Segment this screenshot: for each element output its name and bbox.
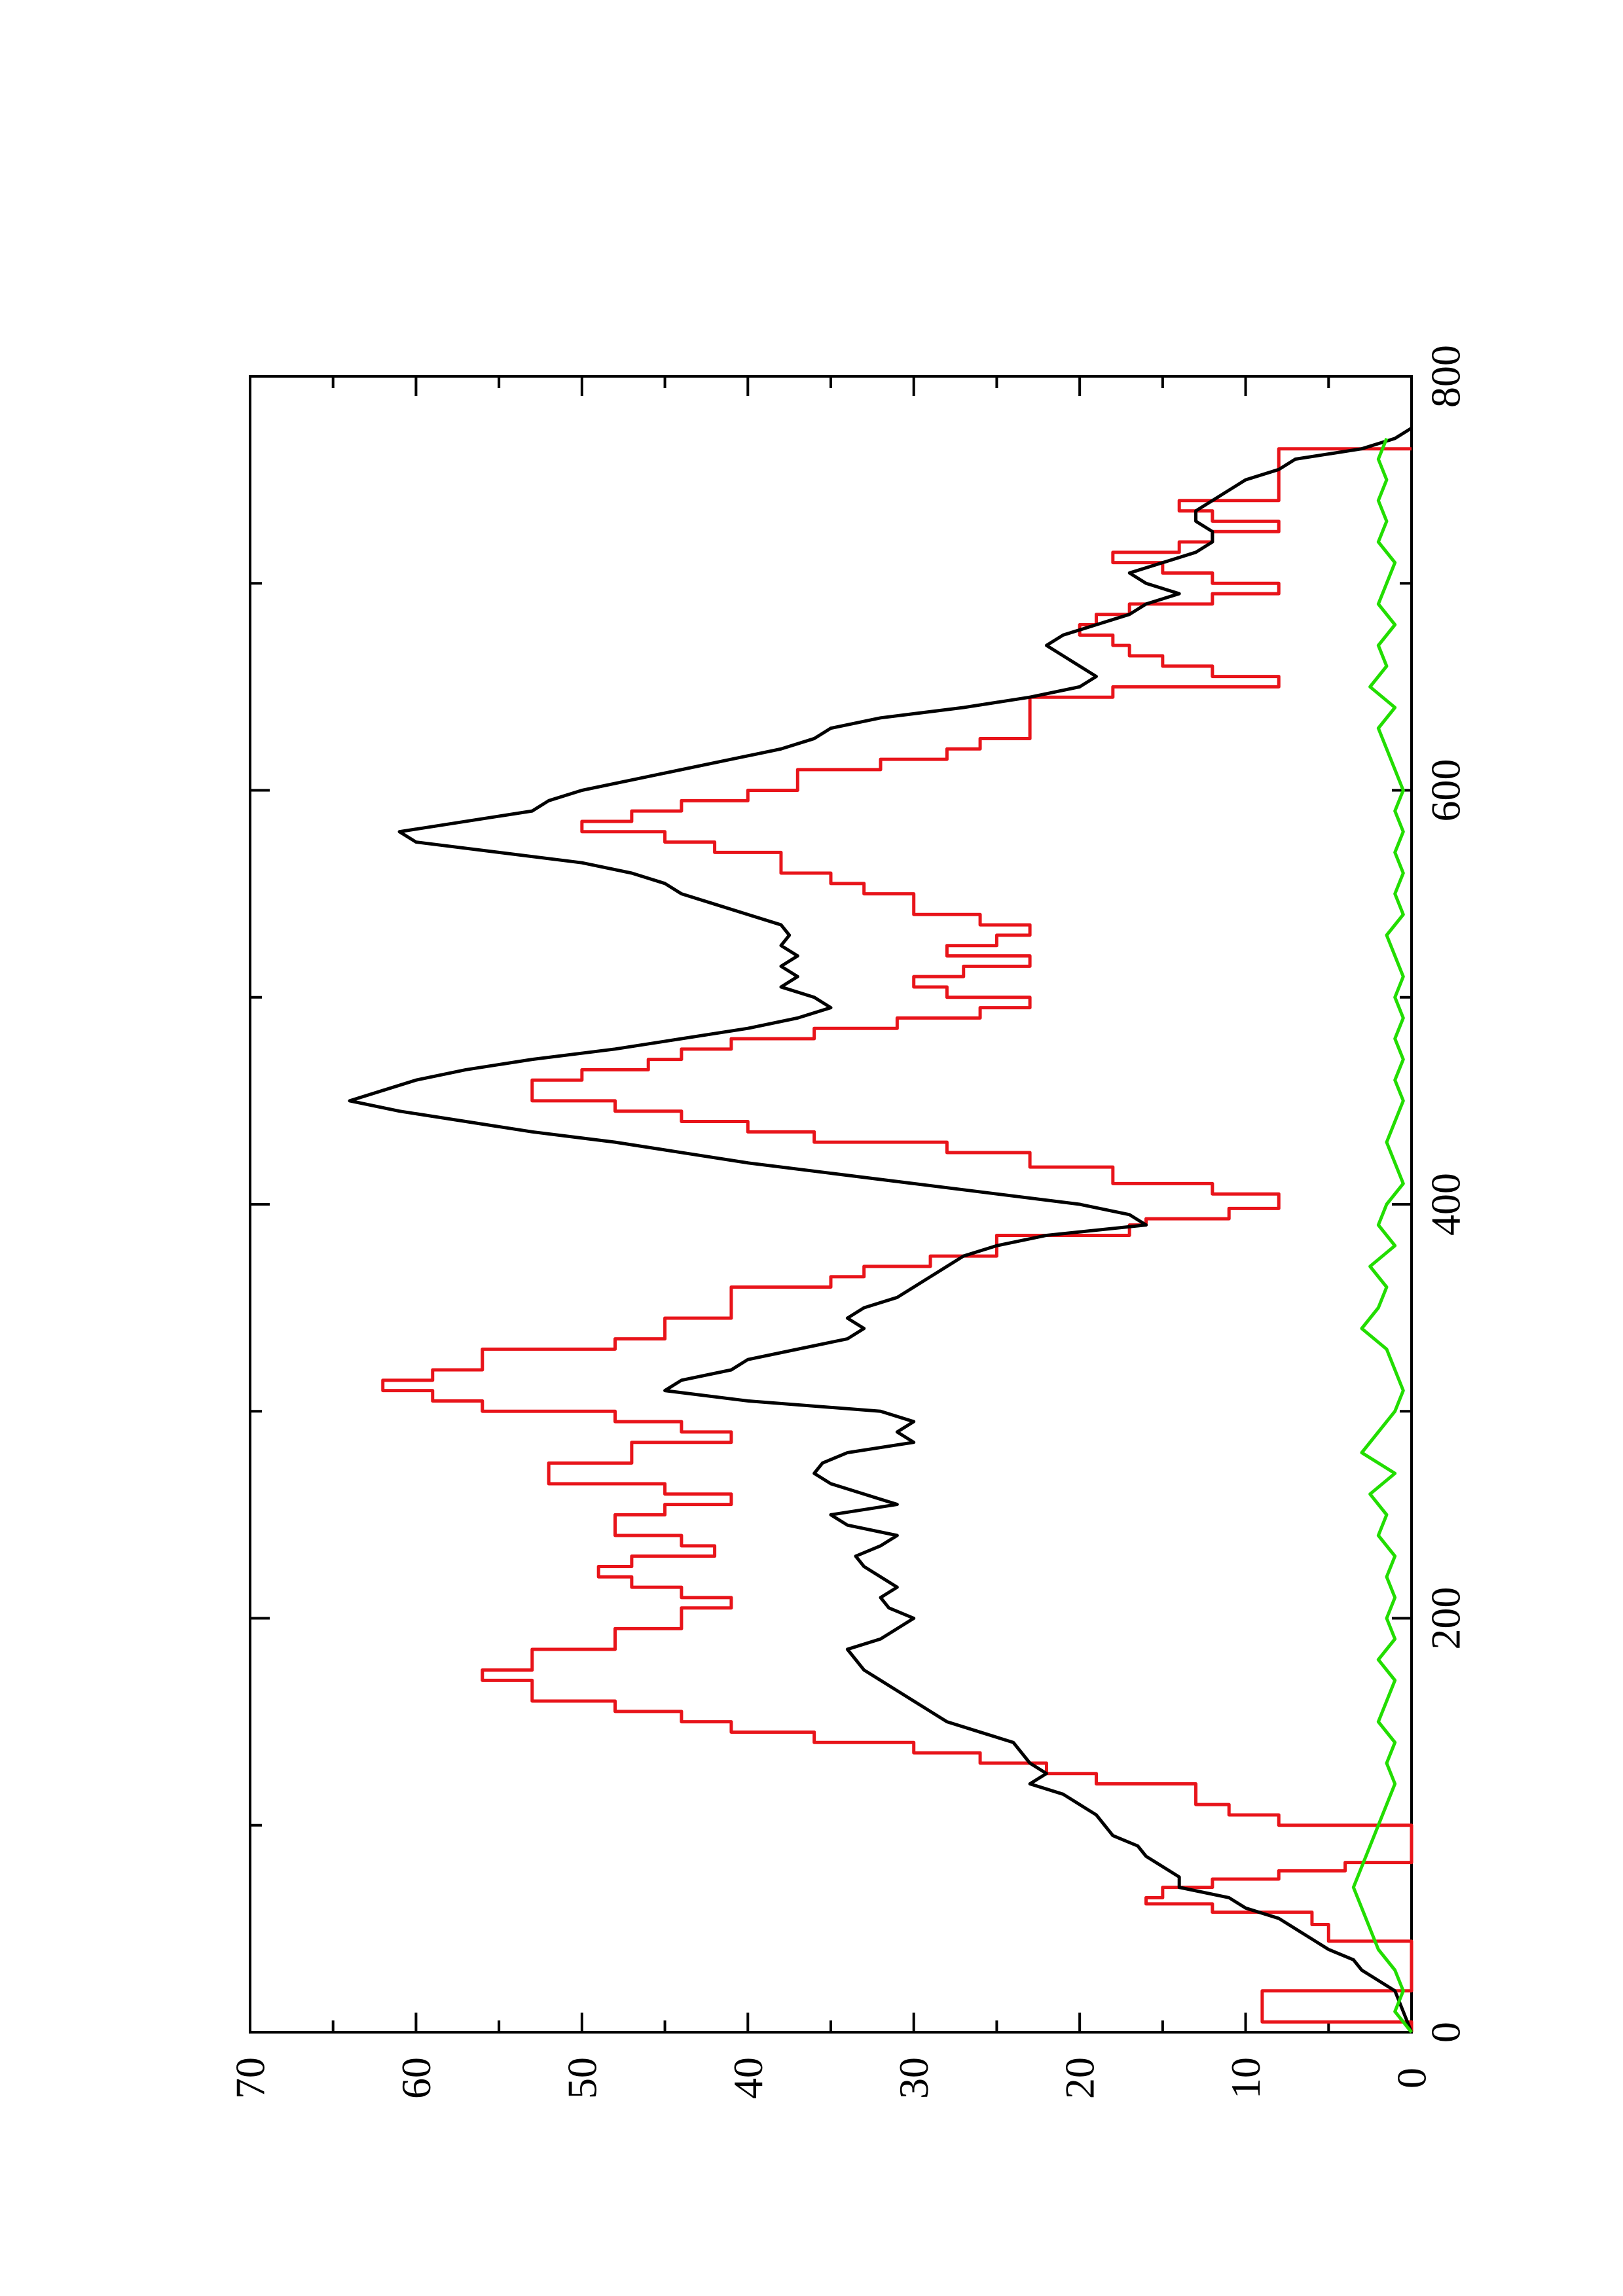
x-tick-label: 600 [1423,759,1469,822]
y-tick-label: 20 [1057,2057,1103,2099]
x-tick-label: 400 [1423,1173,1469,1236]
y-tick-label: 60 [393,2057,439,2099]
y-tick-label: 30 [890,2057,937,2099]
chart-series [348,426,1413,2034]
series-line-1 [381,447,1413,2032]
plot-frame [249,375,1413,2034]
series-line-3 [1351,437,1413,2034]
x-tick-label: 200 [1423,1587,1469,1650]
y-tick-label: 10 [1222,2057,1269,2099]
y-tick-label: 50 [558,2057,605,2099]
y-tick-label: 40 [725,2057,771,2099]
axis-ticks [249,375,1413,2034]
axis-tick-labels: 0 200 400 600 800 0 10 20 30 40 50 60 70 [227,345,1469,2099]
x-tick-label: 0 [1423,2022,1469,2043]
y-tick-label: 70 [227,2057,274,2099]
x-tick-label: 800 [1423,345,1469,408]
series-line-2 [348,426,1413,2033]
y-tick-label: 0 [1389,2068,1435,2089]
